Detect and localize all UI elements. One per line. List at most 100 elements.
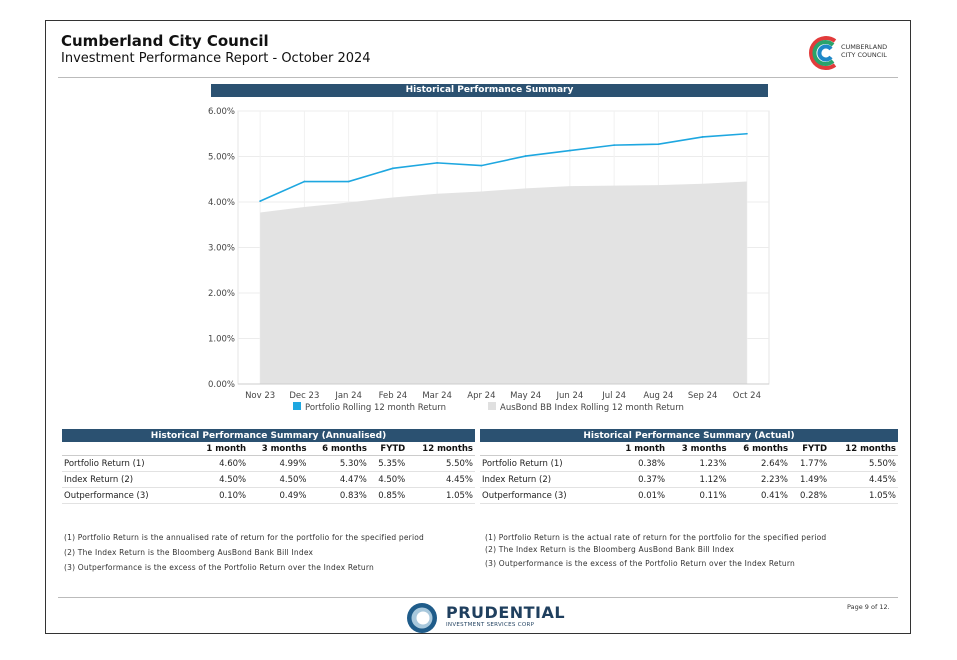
performance-chart: 0.00% 1.00% 2.00% 3.00% 4.00% 5.00% 6.00% Nov 2… xyxy=(208,107,770,413)
annualised-cell: 4.45% xyxy=(407,471,475,488)
annualised-cell: 4.99% xyxy=(248,455,309,472)
y-tick-label: 4.00% xyxy=(208,198,235,208)
portfolio-point xyxy=(701,136,704,138)
brand-subtitle: INVESTMENT SERVICES CORP xyxy=(446,622,535,628)
portfolio-point xyxy=(347,180,350,183)
note-left-3: (3) Outperformance is the excess of the … xyxy=(64,563,374,572)
annualised-cell: 5.35% xyxy=(368,455,408,472)
actual-cell: 0.38% xyxy=(612,455,668,472)
x-tick-label: Jan 24 xyxy=(334,391,362,401)
actual-row-label: Index Return (2) xyxy=(480,471,612,488)
index-area-series xyxy=(260,181,747,384)
x-tick-label: Jun 24 xyxy=(555,391,583,401)
x-tick-label: Mar 24 xyxy=(422,391,452,401)
portfolio-point xyxy=(391,167,394,170)
legend-label: Portfolio Rolling 12 month Return xyxy=(305,403,446,413)
x-tick-label: May 24 xyxy=(510,391,541,401)
annualised-table-banner: Historical Performance Summary (Annualis… xyxy=(62,429,475,442)
actual-cell: 1.49% xyxy=(790,471,830,488)
actual-cell: 5.50% xyxy=(829,455,898,472)
note-left-1: (1) Portfolio Return is the annualised r… xyxy=(64,533,425,542)
legend-label: AusBond BB Index Rolling 12 month Return xyxy=(500,403,684,413)
x-tick-label: Jul 24 xyxy=(601,391,626,401)
actual-cell: 0.41% xyxy=(728,487,790,504)
annualised-col-header: 12 months xyxy=(407,442,475,456)
y-tick-label: 1.00% xyxy=(208,335,235,345)
annualised-cell: 5.30% xyxy=(308,455,369,472)
logo-line-2: CITY COUNCIL xyxy=(841,50,887,59)
actual-cell: 1.05% xyxy=(829,487,898,504)
x-tick-label: Sep 24 xyxy=(688,391,718,401)
annualised-cell: 0.85% xyxy=(368,487,408,504)
annualised-cell: 4.50% xyxy=(248,471,309,488)
portfolio-point xyxy=(657,143,660,146)
note-right-3: (3) Outperformance is the excess of the … xyxy=(485,559,795,568)
annualised-cell: 0.83% xyxy=(308,487,369,504)
council-logo: CUMBERLAND CITY COUNCIL xyxy=(807,33,902,73)
actual-cell: 1.12% xyxy=(667,471,729,488)
x-tick-label: Apr 24 xyxy=(467,391,495,401)
actual-row: Outperformance (3) 0.01% 0.11% 0.41% 0.28% 1.… xyxy=(480,487,898,504)
portfolio-point xyxy=(613,144,616,147)
annualised-cell: 4.47% xyxy=(308,471,369,488)
annualised-col-header: 1 month xyxy=(194,442,249,456)
x-tick-label: Feb 24 xyxy=(379,391,408,401)
page-subtitle: Investment Performance Report - October … xyxy=(61,51,371,66)
prudential-logo-icon xyxy=(407,603,437,633)
note-right-2: (2) The Index Return is the Bloomberg Au… xyxy=(485,545,735,554)
portfolio-point xyxy=(303,180,306,183)
actual-cell: 0.11% xyxy=(667,487,729,504)
annualised-cell: 4.60% xyxy=(194,455,249,472)
portfolio-point xyxy=(436,161,439,164)
annualised-col-header xyxy=(62,442,194,456)
council-logo-icon xyxy=(809,36,837,70)
note-left-2: (2) The Index Return is the Bloomberg Au… xyxy=(64,548,314,557)
portfolio-point xyxy=(480,164,483,167)
logo-line-1: CUMBERLAND xyxy=(841,43,888,51)
portfolio-point xyxy=(745,132,748,135)
annualised-cell: 4.50% xyxy=(368,471,408,488)
footer-divider xyxy=(58,597,898,598)
actual-cell: 2.23% xyxy=(728,471,790,488)
y-tick-label: 2.00% xyxy=(208,289,235,299)
annualised-row-label: Portfolio Return (1) xyxy=(62,455,194,472)
annualised-cell: 0.49% xyxy=(248,487,309,504)
actual-row-label: Outperformance (3) xyxy=(480,487,612,504)
annualised-col-header: FYTD xyxy=(368,442,408,456)
actual-row-label: Portfolio Return (1) xyxy=(480,455,612,472)
brand-name: PRUDENTIAL xyxy=(446,603,566,622)
portfolio-point xyxy=(568,149,571,152)
x-tick-label: Aug 24 xyxy=(643,391,673,401)
annualised-table: Historical Performance Summary (Annualis… xyxy=(62,429,475,504)
actual-cell: 2.64% xyxy=(728,455,790,472)
portfolio-line-series xyxy=(259,132,747,202)
x-tick-label: Oct 24 xyxy=(733,391,761,401)
actual-table: Historical Performance Summary (Actual) … xyxy=(480,429,898,504)
actual-cell: 0.37% xyxy=(612,471,668,488)
annualised-row-label: Index Return (2) xyxy=(62,471,194,488)
actual-cell: 4.45% xyxy=(829,471,898,488)
note-right-1: (1) Portfolio Return is the actual rate … xyxy=(485,533,827,542)
annualised-cell: 0.10% xyxy=(194,487,249,504)
actual-row: Portfolio Return (1) 0.38% 1.23% 2.64% 1.77%… xyxy=(480,455,898,472)
legend-swatch xyxy=(488,402,496,410)
page-frame xyxy=(45,20,911,634)
page-title: Cumberland City Council xyxy=(61,32,269,50)
annualised-row-label: Outperformance (3) xyxy=(62,487,194,504)
annualised-col-header: 3 months xyxy=(248,442,309,456)
chart-banner: Historical Performance Summary xyxy=(211,84,768,97)
y-tick-label: 0.00% xyxy=(208,380,235,390)
actual-table-banner: Historical Performance Summary (Actual) xyxy=(480,429,898,442)
actual-col-header: 1 month xyxy=(612,442,668,456)
annualised-cell: 5.50% xyxy=(407,455,475,472)
actual-cell: 1.23% xyxy=(667,455,729,472)
actual-cell: 0.28% xyxy=(790,487,830,504)
annualised-row: Portfolio Return (1) 4.60% 4.99% 5.30% 5.35%… xyxy=(62,455,475,472)
annualised-cell: 4.50% xyxy=(194,471,249,488)
annualised-row: Outperformance (3) 0.10% 0.49% 0.83% 0.85% 1.… xyxy=(62,487,475,504)
actual-row: Index Return (2) 0.37% 1.12% 2.23% 1.49% 4.45… xyxy=(480,471,898,488)
annualised-cell: 1.05% xyxy=(407,487,475,504)
annualised-col-header: 6 months xyxy=(308,442,369,456)
actual-cell: 1.77% xyxy=(790,455,830,472)
page-number: Page 9 of 12. xyxy=(847,603,890,611)
